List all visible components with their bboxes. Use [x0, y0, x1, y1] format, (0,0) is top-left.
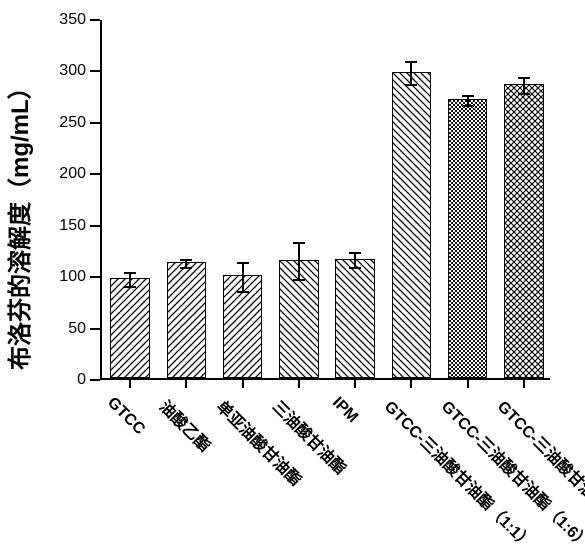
xtick	[298, 378, 300, 388]
ytick-label: 150	[0, 217, 86, 235]
error-cap	[237, 262, 249, 264]
error-cap	[124, 286, 136, 288]
xtick	[242, 378, 244, 388]
error-cap	[405, 61, 417, 63]
bar	[167, 262, 206, 378]
error-cap	[237, 291, 249, 293]
error-cap	[293, 279, 305, 281]
x-category-label: IPM	[328, 394, 361, 427]
ytick	[90, 276, 100, 278]
error-bar	[129, 273, 131, 287]
ytick-label: 250	[0, 114, 86, 132]
error-bar	[410, 62, 412, 85]
error-cap	[124, 272, 136, 274]
ytick-label: 100	[0, 268, 86, 286]
bar	[504, 84, 543, 378]
ytick-label: 200	[0, 165, 86, 183]
error-bar	[242, 263, 244, 292]
error-cap	[180, 267, 192, 269]
bar	[392, 72, 431, 379]
error-cap	[518, 77, 530, 79]
error-cap	[462, 105, 474, 107]
error-cap	[293, 242, 305, 244]
ytick	[90, 225, 100, 227]
xtick	[185, 378, 187, 388]
x-category-label: 油酸乙酯	[155, 394, 217, 456]
ytick	[90, 173, 100, 175]
xtick	[129, 378, 131, 388]
ytick-label: 0	[0, 371, 86, 389]
error-cap	[349, 267, 361, 269]
ytick-label: 350	[0, 11, 86, 29]
error-cap	[349, 252, 361, 254]
ytick	[90, 122, 100, 124]
xtick	[523, 378, 525, 388]
error-bar	[298, 243, 300, 280]
error-cap	[180, 259, 192, 261]
error-cap	[405, 84, 417, 86]
error-cap	[518, 93, 530, 95]
error-bar	[354, 253, 356, 267]
ytick	[90, 70, 100, 72]
bars-container	[102, 20, 550, 378]
xtick	[354, 378, 356, 388]
ytick-label: 300	[0, 62, 86, 80]
bar	[335, 259, 374, 378]
xtick	[467, 378, 469, 388]
error-bar	[523, 78, 525, 94]
xtick	[410, 378, 412, 388]
solubility-bar-chart: 布洛芬的溶解度（mg/mL） 050100150200250300350 GTC…	[0, 0, 585, 551]
ytick	[90, 19, 100, 21]
ytick-label: 50	[0, 320, 86, 338]
bar	[448, 99, 487, 378]
error-cap	[462, 95, 474, 97]
bar	[110, 278, 149, 378]
ytick	[90, 379, 100, 381]
ytick	[90, 328, 100, 330]
plot-area	[100, 20, 550, 380]
x-category-label: GTCC	[103, 394, 148, 439]
